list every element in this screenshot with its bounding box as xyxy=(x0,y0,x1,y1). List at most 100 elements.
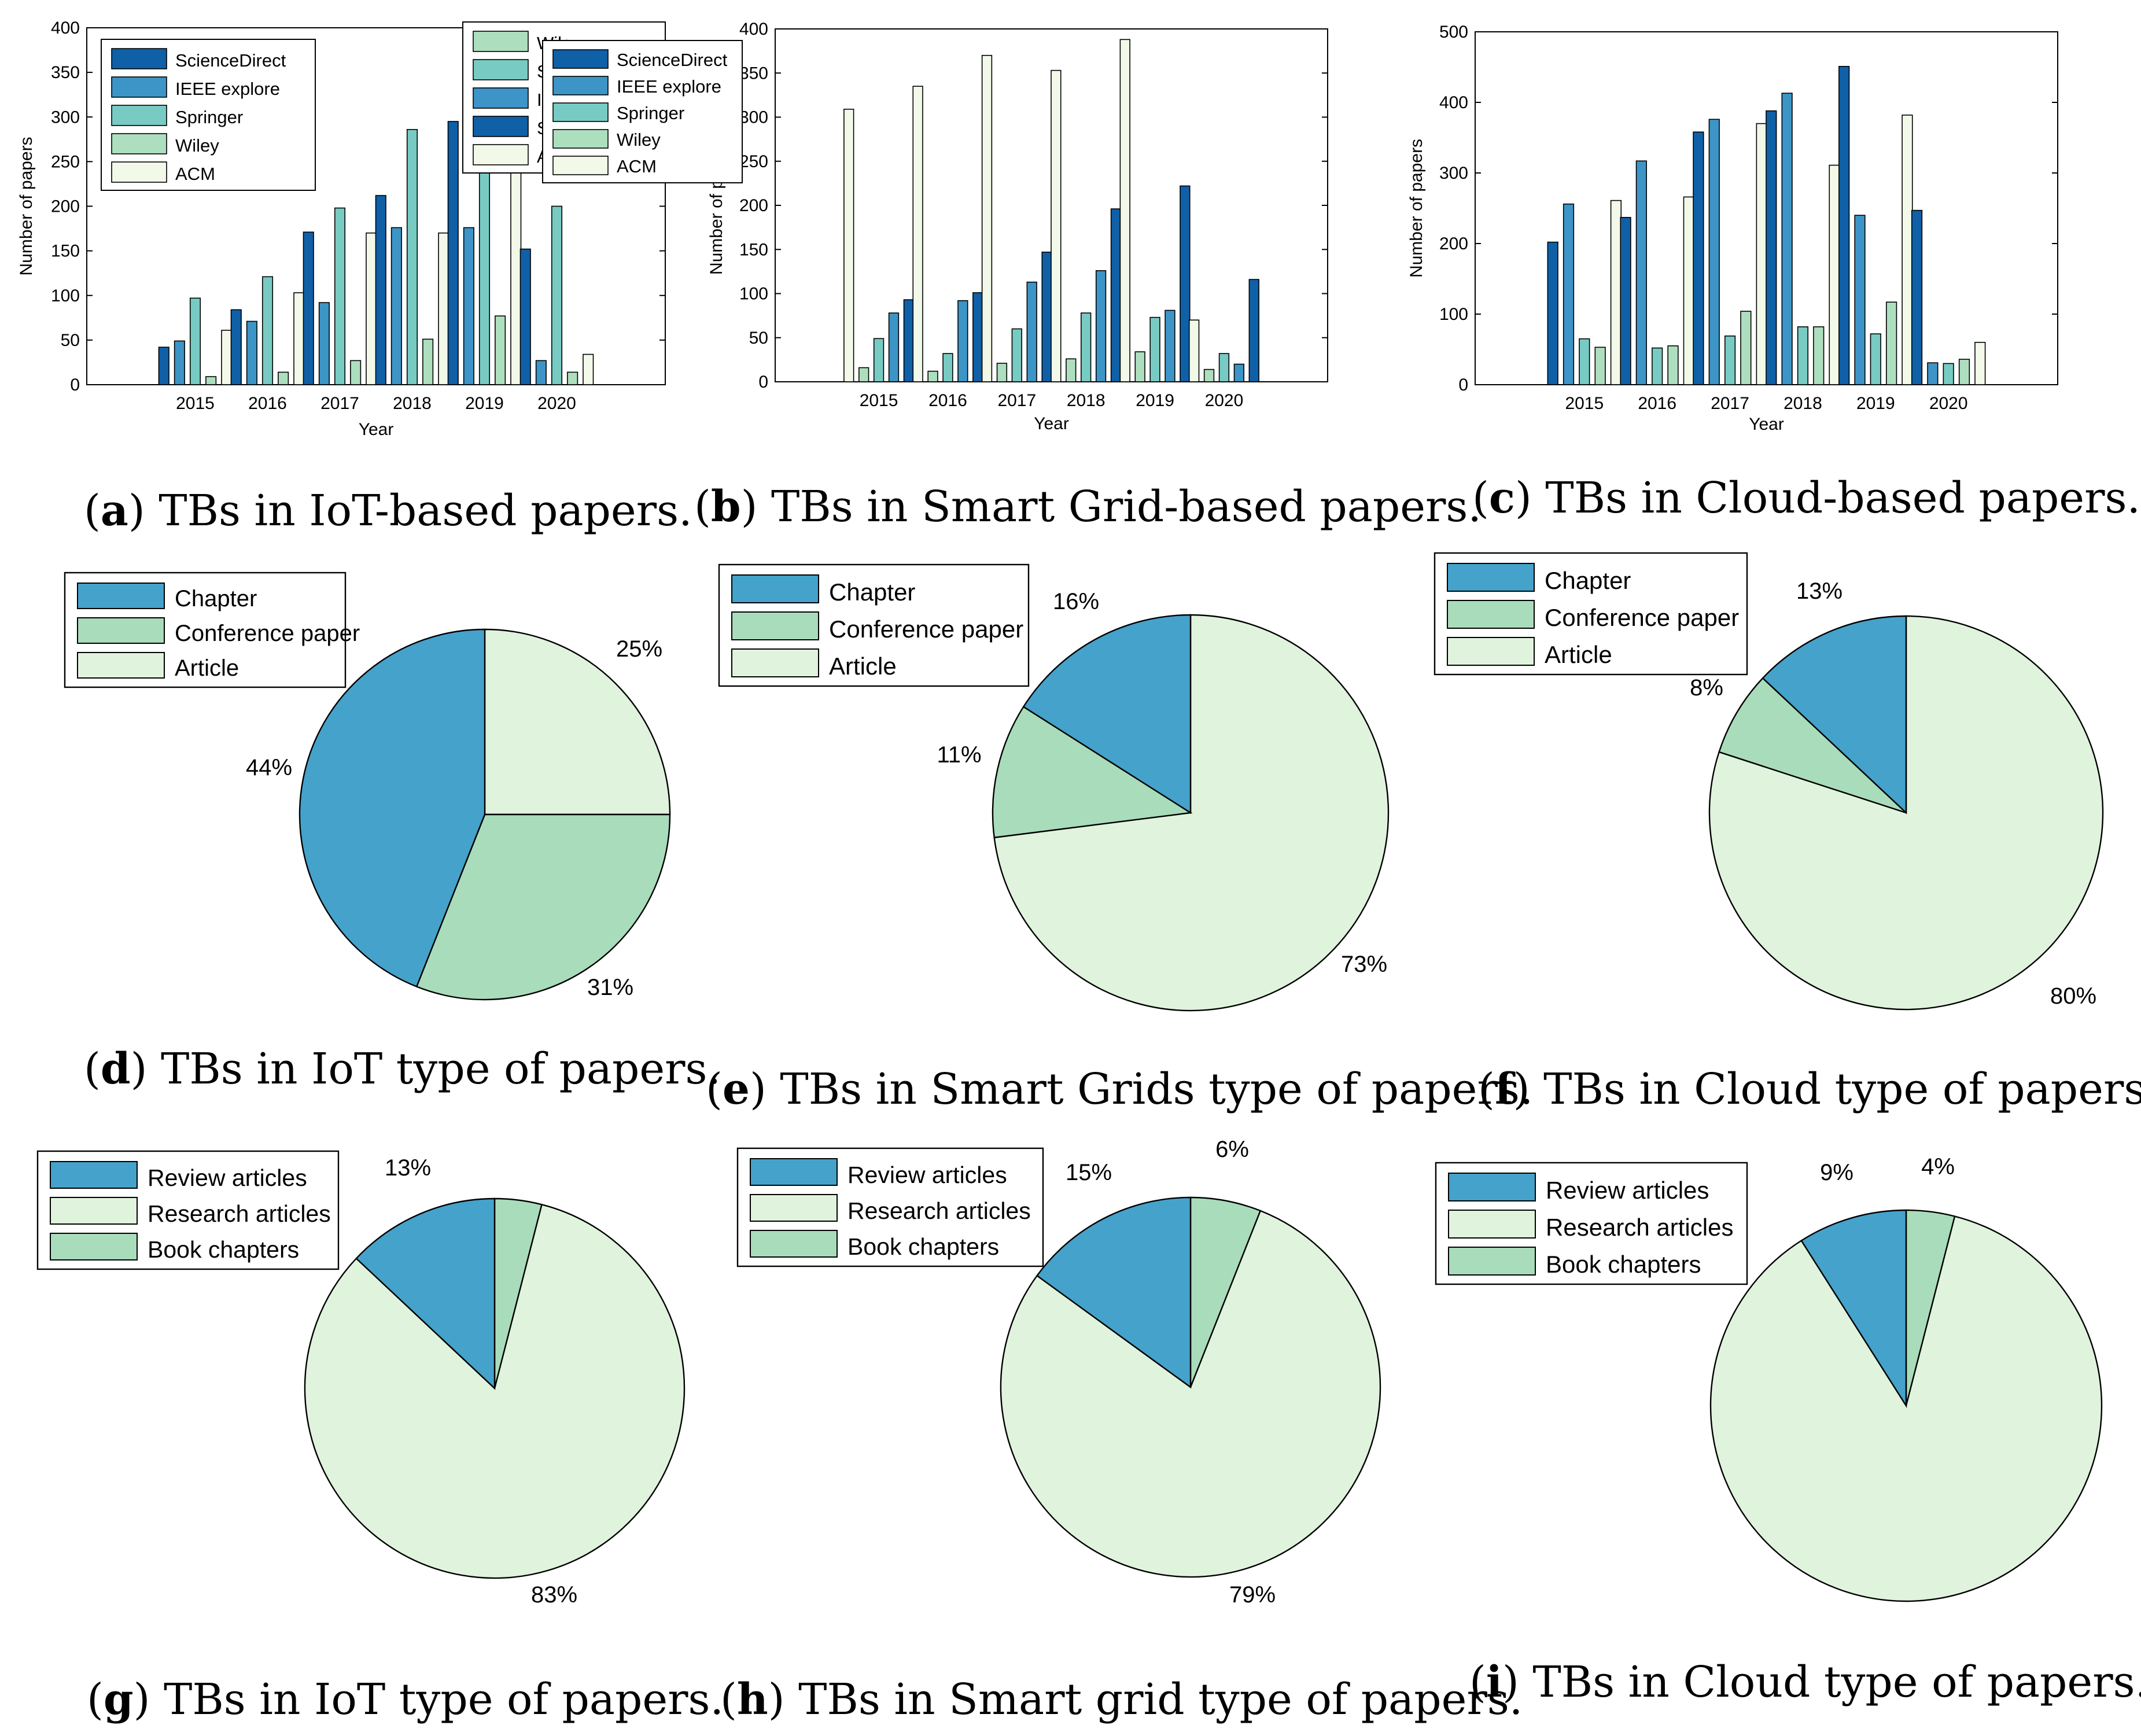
bar-sciencedirect-2015 xyxy=(1547,241,1558,385)
caption-text: TBs in Smart Grid-based papers. xyxy=(771,482,1482,532)
bar-acm-2015 xyxy=(221,330,233,385)
legend-label-acm: ACM xyxy=(617,156,657,176)
bar-springer-2018 xyxy=(406,129,418,385)
pie-slice-label-article: 73% xyxy=(1341,952,1387,977)
bar-ieee-explore-2015 xyxy=(174,340,185,385)
pie-slice-label-chapter: 44% xyxy=(246,755,292,780)
legend-label-article: Article xyxy=(175,655,239,681)
pie-slice-conference-paper xyxy=(992,706,1193,839)
y-tick-label: 300 xyxy=(739,108,768,127)
y-tick-label: 300 xyxy=(1439,164,1468,183)
pie-slice-label-conference-paper: 11% xyxy=(937,742,981,768)
caption-text: TBs in IoT type of papers. xyxy=(164,1675,724,1724)
caption-c: (c) TBs in Cloud-based papers. xyxy=(1472,473,2140,523)
x-axis-label: Year xyxy=(1749,415,1784,434)
bar-acm-2018 xyxy=(438,232,449,385)
pie-slice-label-book-chapters: 6% xyxy=(1215,1137,1249,1162)
caption-a: (a) TBs in IoT-based papers. xyxy=(84,486,692,536)
y-tick-label: 350 xyxy=(739,64,768,83)
pie-slice-label-article: 25% xyxy=(616,636,662,662)
bar-acm-2020 xyxy=(1974,341,1986,385)
legend-swatch-review-articles xyxy=(50,1161,138,1189)
bar-acm-2018 xyxy=(1051,69,1062,382)
caption-text: TBs in Smart grid type of papers. xyxy=(798,1675,1523,1724)
pie-slice-chapter xyxy=(299,628,486,988)
bar-springer-2016 xyxy=(942,353,953,382)
x-tick-label: 2017 xyxy=(320,394,359,413)
bar-sciencedirect-2018 xyxy=(1766,110,1777,385)
legend-swatch-springer xyxy=(111,105,167,126)
x-tick-label: 2018 xyxy=(1067,391,1105,410)
bar-sciencedirect-2017 xyxy=(303,231,314,385)
pie-slice-conference-paper xyxy=(415,813,671,1001)
bar-wiley-2015 xyxy=(858,367,869,382)
legend-swatch-sciencedirect xyxy=(552,49,609,69)
bar-wiley-2016 xyxy=(927,370,938,382)
legend-swatch-article xyxy=(731,648,819,677)
caption-letter: a xyxy=(100,486,128,536)
legend-label-book-chapters: Book chapters xyxy=(847,1233,999,1260)
chart-b-svg: 0 50 100 150 200 250 300 350 400 2015 2016 2017 2018… xyxy=(462,20,1328,433)
y-tick-label: 150 xyxy=(51,242,80,261)
legend-swatch-acm xyxy=(473,144,529,165)
legend-label-review-articles: Review articles xyxy=(847,1162,1007,1188)
bar-wiley-2017 xyxy=(350,360,362,385)
y-tick-label: 100 xyxy=(739,285,768,304)
bar-ieee-explore-2016 xyxy=(957,300,968,382)
x-axis-label: Year xyxy=(359,420,394,439)
y-tick-label: 50 xyxy=(61,331,80,350)
legend-label-springer: Springer xyxy=(617,103,684,123)
bar-acm-2015 xyxy=(1610,200,1622,385)
chart-h-svg: 6% 79% 15% Review articles Research articles… xyxy=(736,1137,1381,1608)
bar-ieee-explore-2020 xyxy=(1927,362,1939,385)
y-tick-label: 250 xyxy=(51,152,80,171)
bar-ieee-explore-2018 xyxy=(390,227,402,385)
bar-springer-2016 xyxy=(261,276,274,385)
bar-springer-2020 xyxy=(551,205,563,385)
bar-sciencedirect-2019 xyxy=(1838,65,1850,385)
legend-swatch-wiley xyxy=(111,133,167,154)
legend-swatch-sciencedirect xyxy=(111,48,167,69)
legend-label-conference-paper: Conference paper xyxy=(829,615,1023,643)
bar-springer-2017 xyxy=(1011,328,1022,382)
legend-swatch-review-articles xyxy=(1448,1173,1536,1201)
bar-sciencedirect-2015 xyxy=(903,299,915,382)
bar-acm-2016 xyxy=(912,86,923,382)
legend-label-conference-paper: Conference paper xyxy=(175,621,360,646)
y-tick-label: 100 xyxy=(1439,305,1468,324)
bar-wiley-2020 xyxy=(1958,359,1970,385)
x-tick-label: 2016 xyxy=(1638,394,1676,413)
bar-acm-2016 xyxy=(293,292,305,385)
bar-ieee-explore-2015 xyxy=(888,312,900,382)
y-tick-label: 200 xyxy=(1439,234,1468,253)
legend-label-article: Article xyxy=(829,653,897,680)
legend-label-sciencedirect: ScienceDirect xyxy=(175,50,286,71)
caption-text: TBs in Cloud type of papers. xyxy=(1543,1064,2141,1114)
y-tick-label: 50 xyxy=(749,329,768,348)
legend-label-research-articles: Research articles xyxy=(847,1197,1031,1224)
bar-ieee-explore-2020 xyxy=(1233,363,1244,382)
legend-swatch-chapter xyxy=(731,574,819,603)
legend-swatch-conference-paper xyxy=(77,617,165,644)
chart-e-svg: 73% 11% 16% Chapter Conference paper Article xyxy=(718,563,1390,1012)
pie-slice-research-articles xyxy=(1709,1215,2103,1602)
bar-wiley-2016 xyxy=(278,371,289,385)
legend-swatch-conference-paper xyxy=(1447,600,1535,629)
legend-swatch-ieee-explore xyxy=(111,76,167,98)
bar-ieee-explore-2017 xyxy=(318,302,330,385)
bar-springer-2015 xyxy=(1579,338,1590,385)
legend-label-sciencedirect: ScienceDirect xyxy=(617,50,728,70)
x-tick-label: 2017 xyxy=(997,391,1036,410)
y-tick-label: 0 xyxy=(758,373,768,392)
legend-swatch-review-articles xyxy=(750,1158,838,1186)
x-tick-label: 2019 xyxy=(465,394,504,413)
bar-sciencedirect-2017 xyxy=(1693,131,1704,385)
legend-label-book-chapters: Book chapters xyxy=(148,1236,299,1263)
pie-slice-label-book-chapters: 4% xyxy=(1921,1154,1955,1180)
caption-i: (i) TBs in Cloud type of papers. xyxy=(1469,1657,2141,1707)
bar-ieee-explore-2017 xyxy=(1708,119,1720,385)
x-tick-label: 2018 xyxy=(393,394,432,413)
caption-text: TBs in Smart Grids type of papers. xyxy=(780,1064,1534,1114)
x-tick-label: 2016 xyxy=(928,391,967,410)
